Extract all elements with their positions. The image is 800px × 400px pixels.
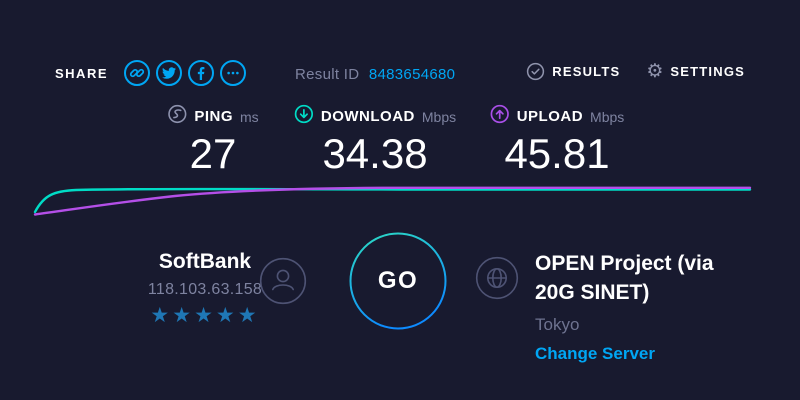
upload-value: 45.81 — [504, 130, 610, 177]
person-icon — [259, 257, 307, 310]
change-server-link[interactable]: Change Server — [535, 344, 655, 363]
ping-metric: PING ms 27 — [167, 104, 259, 177]
speed-graph — [33, 186, 752, 216]
download-unit: Mbps — [421, 108, 457, 125]
result-id-value: 8483654680 — [368, 66, 456, 83]
gear-icon: ⚙ — [646, 61, 664, 82]
upload-unit: Mbps — [590, 108, 625, 125]
facebook-icon — [194, 66, 208, 80]
go-button[interactable]: GO — [348, 231, 448, 331]
go-button-label: GO — [377, 267, 419, 294]
share-more-button[interactable] — [220, 60, 247, 86]
download-value: 34.38 — [322, 130, 428, 177]
download-metric: DOWNLOAD Mbps 34.38 — [294, 104, 456, 176]
globe-icon — [475, 256, 519, 305]
share-facebook-button[interactable] — [188, 60, 215, 86]
result-id: Result ID 8483654680 — [295, 66, 455, 83]
isp-ip-address: 118.103.63.158 — [147, 281, 263, 298]
ping-unit: ms — [240, 108, 259, 125]
settings-button[interactable]: ⚙ SETTINGS — [646, 62, 745, 81]
check-circle-icon — [526, 62, 545, 81]
isp-name: SoftBank — [158, 250, 252, 273]
settings-label: SETTINGS — [670, 64, 745, 79]
download-label: DOWNLOAD — [320, 108, 415, 125]
isp-rating-stars[interactable]: ★★★★★ — [150, 304, 260, 327]
upload-metric: UPLOAD Mbps 45.81 — [490, 104, 625, 177]
result-id-label: Result ID — [295, 66, 360, 83]
results-label: RESULTS — [552, 64, 621, 79]
server-name: OPEN Project (via 20G SINET) — [535, 252, 714, 304]
isp-block: SoftBank 118.103.63.158 ★★★★★ — [120, 250, 290, 328]
link-icon — [129, 65, 145, 81]
upload-arrow-icon — [490, 104, 510, 129]
ping-value: 27 — [189, 130, 237, 177]
share-label: SHARE — [55, 65, 109, 81]
nav-group: RESULTS ⚙ SETTINGS — [526, 62, 745, 81]
twitter-icon — [162, 66, 176, 80]
share-group: SHARE — [55, 60, 247, 86]
results-button[interactable]: RESULTS — [526, 62, 620, 81]
more-icon — [226, 66, 240, 80]
server-location: Tokyo — [535, 315, 580, 334]
ping-label: PING — [194, 108, 234, 125]
server-block: OPEN Project (via 20G SINET) Tokyo Chang… — [535, 249, 750, 364]
share-twitter-button[interactable] — [156, 60, 183, 86]
upload-label: UPLOAD — [516, 108, 584, 125]
share-link-button[interactable] — [124, 60, 151, 86]
download-arrow-icon — [294, 104, 314, 129]
upload-line — [33, 186, 752, 216]
ping-icon — [167, 104, 187, 129]
